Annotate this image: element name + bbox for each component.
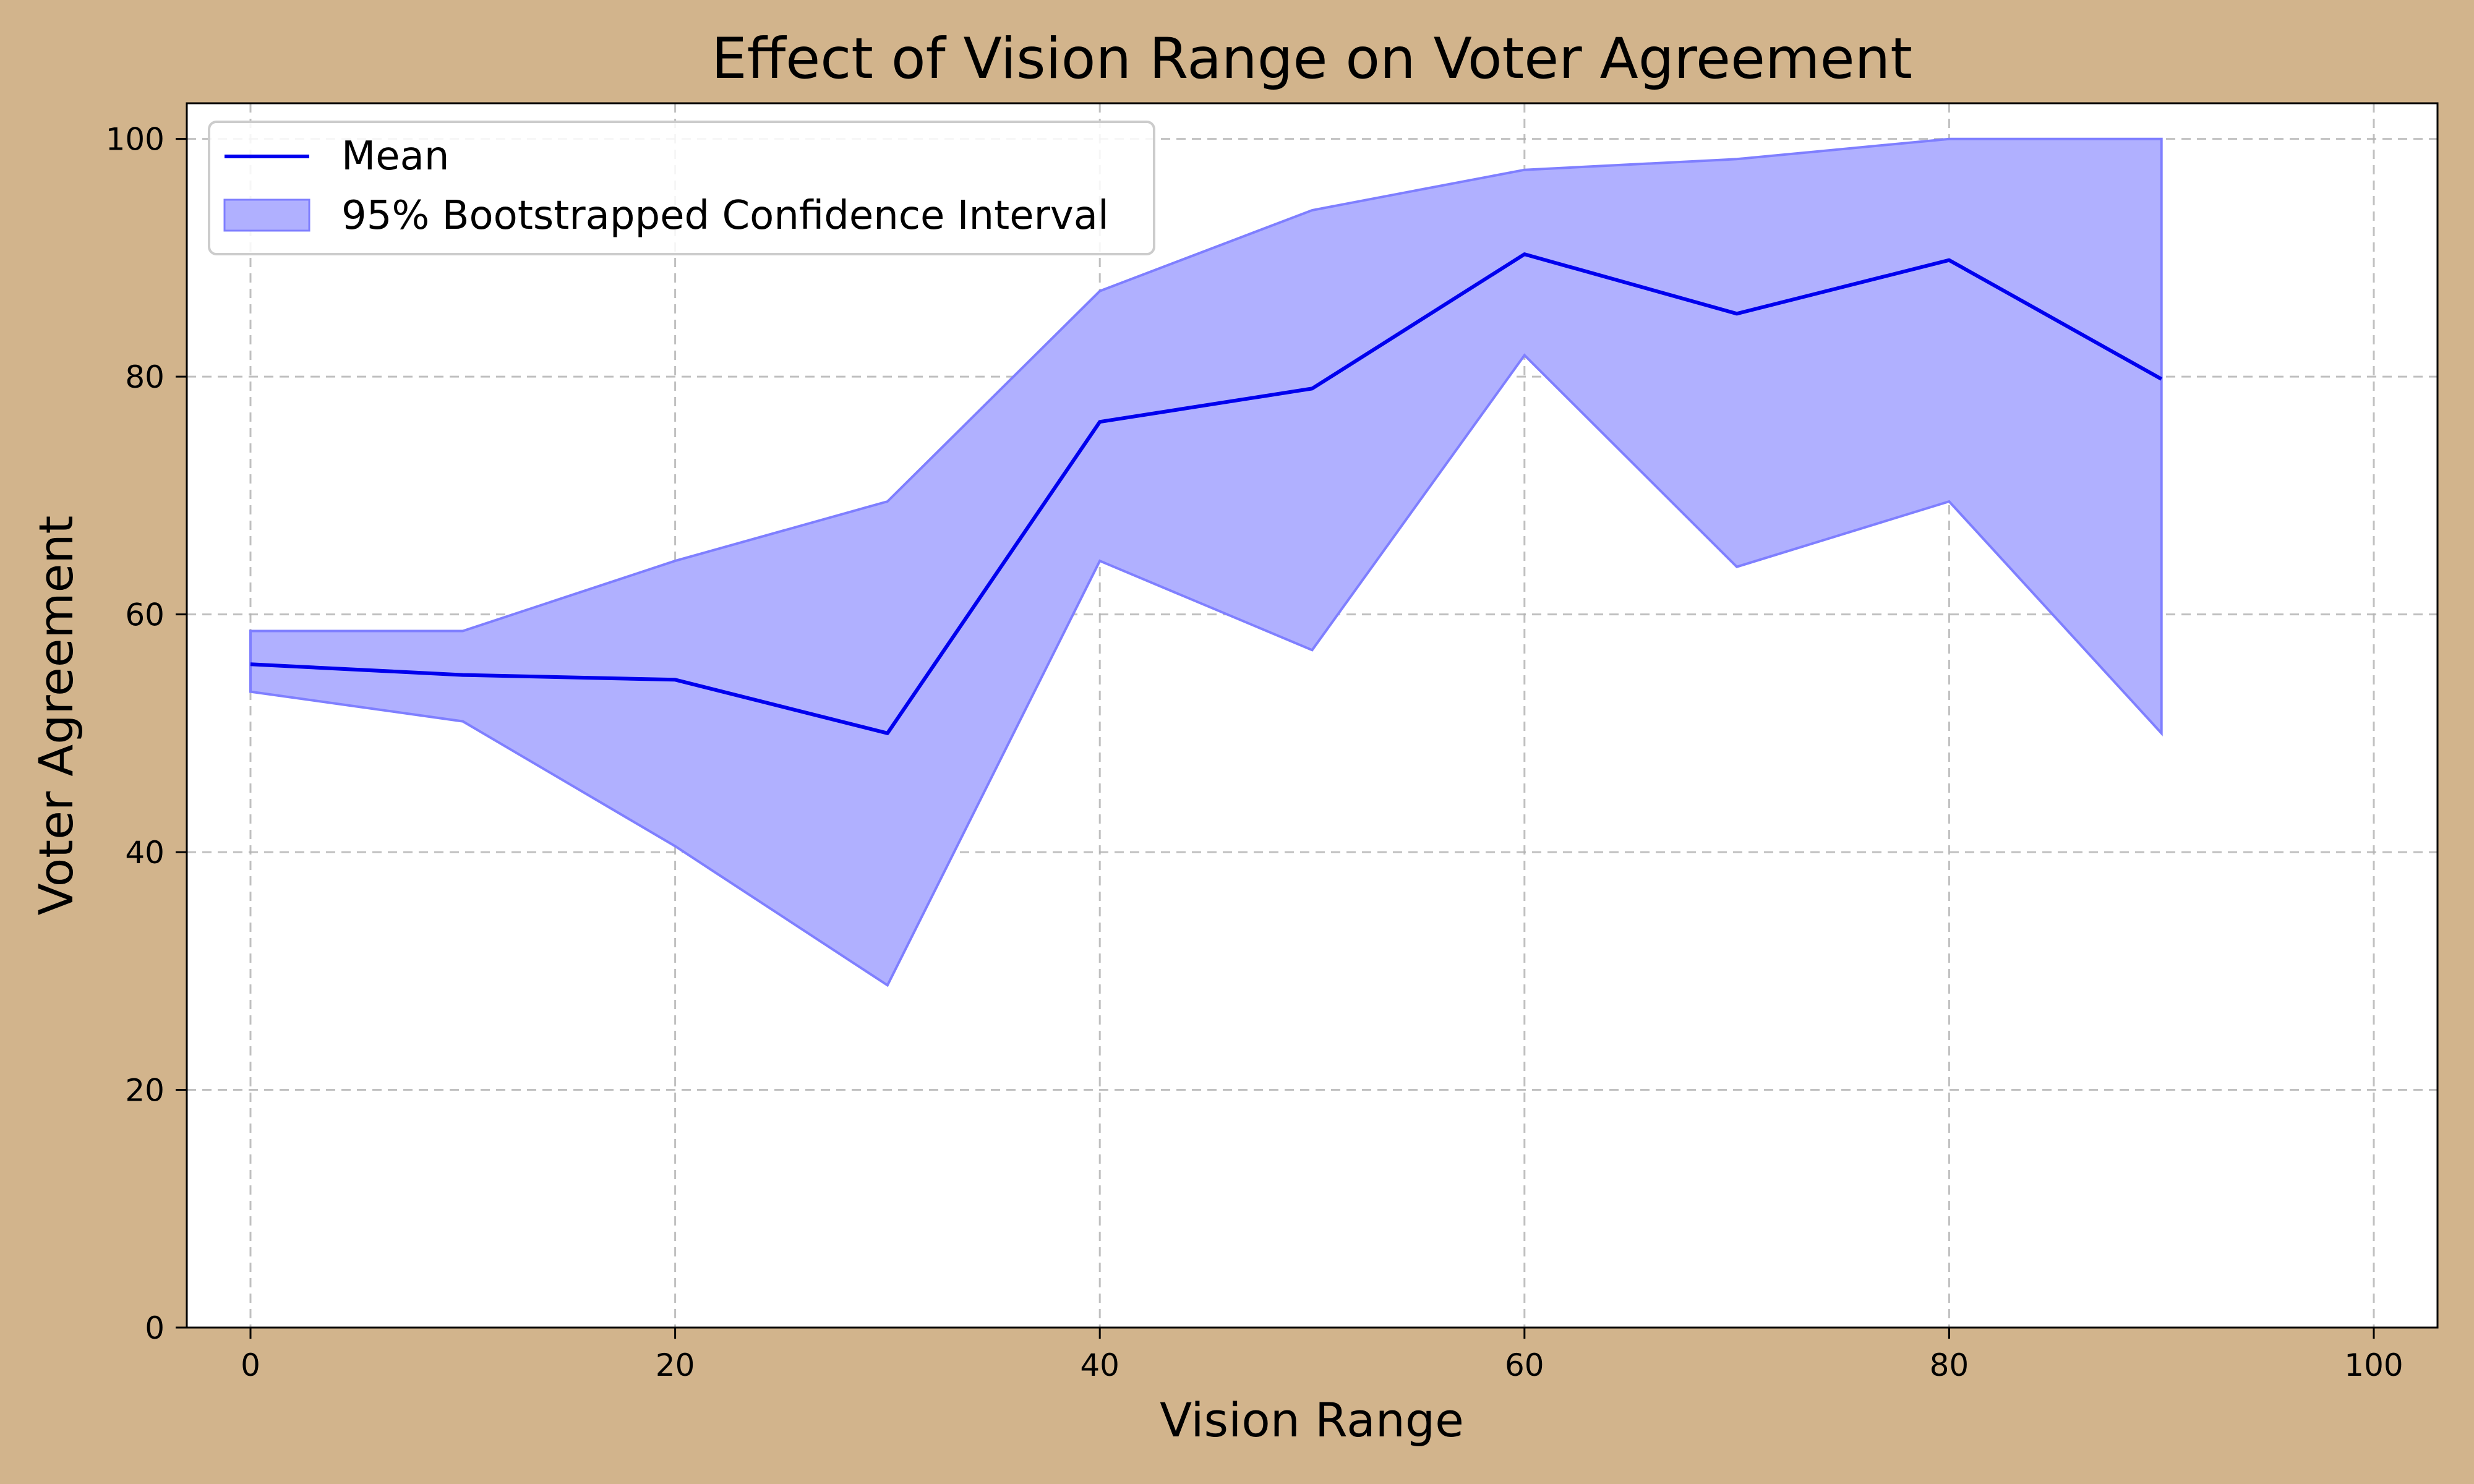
legend-frame <box>208 121 1155 255</box>
legend: Mean 95% Bootstrapped Confidence Interva… <box>208 121 1155 255</box>
legend-mean-label: Mean <box>341 134 449 179</box>
chart-title: Effect of Vision Range on Voter Agreemen… <box>711 27 1912 92</box>
confidence-interval-band <box>249 137 2163 987</box>
y-axis-label: Voter Agreement <box>28 516 83 916</box>
y-tick-label-0: 0 <box>145 1310 165 1346</box>
plot-frame <box>186 102 2439 1329</box>
tick-layer: 0 20 40 60 80 100 0 20 40 60 80 100 <box>106 122 2403 1383</box>
mean-line-layer <box>250 252 2163 735</box>
x-tick-label-1: 20 <box>656 1347 695 1383</box>
confidence-band-layer <box>249 137 2163 987</box>
x-tick-label-3: 60 <box>1505 1347 1544 1383</box>
legend-confidence-label: 95% Bootstrapped Confidence Interval <box>341 193 1109 239</box>
x-tick-label-0: 0 <box>241 1347 260 1383</box>
y-tick-label-4: 80 <box>125 359 165 395</box>
y-tick-label-3: 60 <box>125 597 165 633</box>
x-tick-label-4: 80 <box>1930 1347 1969 1383</box>
x-tick-label-2: 40 <box>1080 1347 1119 1383</box>
y-tick-label-1: 20 <box>125 1073 165 1109</box>
x-axis-label: Vision Range <box>1160 1392 1464 1448</box>
y-tick-label-2: 40 <box>125 835 165 871</box>
mean-line <box>250 252 2163 735</box>
x-tick-label-5: 100 <box>2344 1347 2403 1383</box>
legend-confidence-swatch <box>223 198 310 232</box>
y-tick-label-5: 100 <box>106 122 165 158</box>
